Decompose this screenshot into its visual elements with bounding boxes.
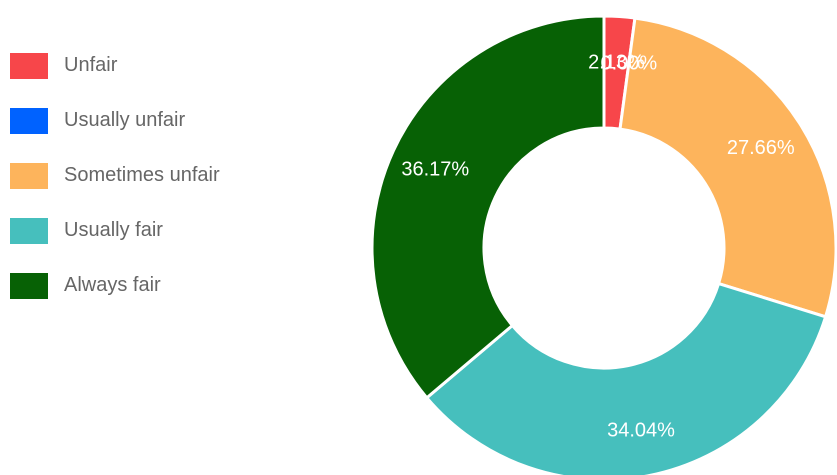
legend-swatch	[10, 272, 48, 299]
slice-sometimes-unfair[interactable]	[618, 16, 837, 319]
legend-label: Unfair	[64, 54, 118, 76]
slices	[370, 14, 837, 475]
slice-label-always-fair: 36.17%	[401, 159, 469, 181]
slice-always-fair[interactable]	[370, 14, 606, 400]
slice-labels: 2.13%0.00% 27.66% 34.04% 36.17%	[401, 51, 795, 441]
legend-label: Usually unfair	[64, 109, 186, 131]
legend-swatch	[10, 107, 48, 134]
legend-label: Sometimes unfair	[64, 164, 220, 186]
slice-usually-fair[interactable]	[424, 281, 828, 475]
slice-label-unfair: 2.13%	[588, 51, 645, 73]
legend-swatch	[10, 52, 48, 79]
legend-item-always-fair[interactable]: Always fair	[10, 258, 220, 313]
legend-swatch	[10, 162, 48, 189]
slice-label-usually-fair: 34.04%	[607, 419, 675, 441]
legend-swatch	[10, 217, 48, 244]
legend-label: Usually fair	[64, 219, 163, 241]
legend-item-usually-fair[interactable]: Usually fair	[10, 203, 220, 258]
slice-label-usually-unfair: 0.00%	[600, 53, 657, 75]
legend-label: Always fair	[64, 274, 161, 296]
legend-item-usually-unfair[interactable]: Usually unfair	[10, 93, 220, 148]
legend-item-unfair[interactable]: Unfair	[10, 38, 220, 93]
legend-item-sometimes-unfair[interactable]: Sometimes unfair	[10, 148, 220, 203]
slice-label-sometimes-unfair: 27.66%	[727, 137, 795, 159]
legend: Unfair Usually unfair Sometimes unfair U…	[10, 38, 220, 313]
